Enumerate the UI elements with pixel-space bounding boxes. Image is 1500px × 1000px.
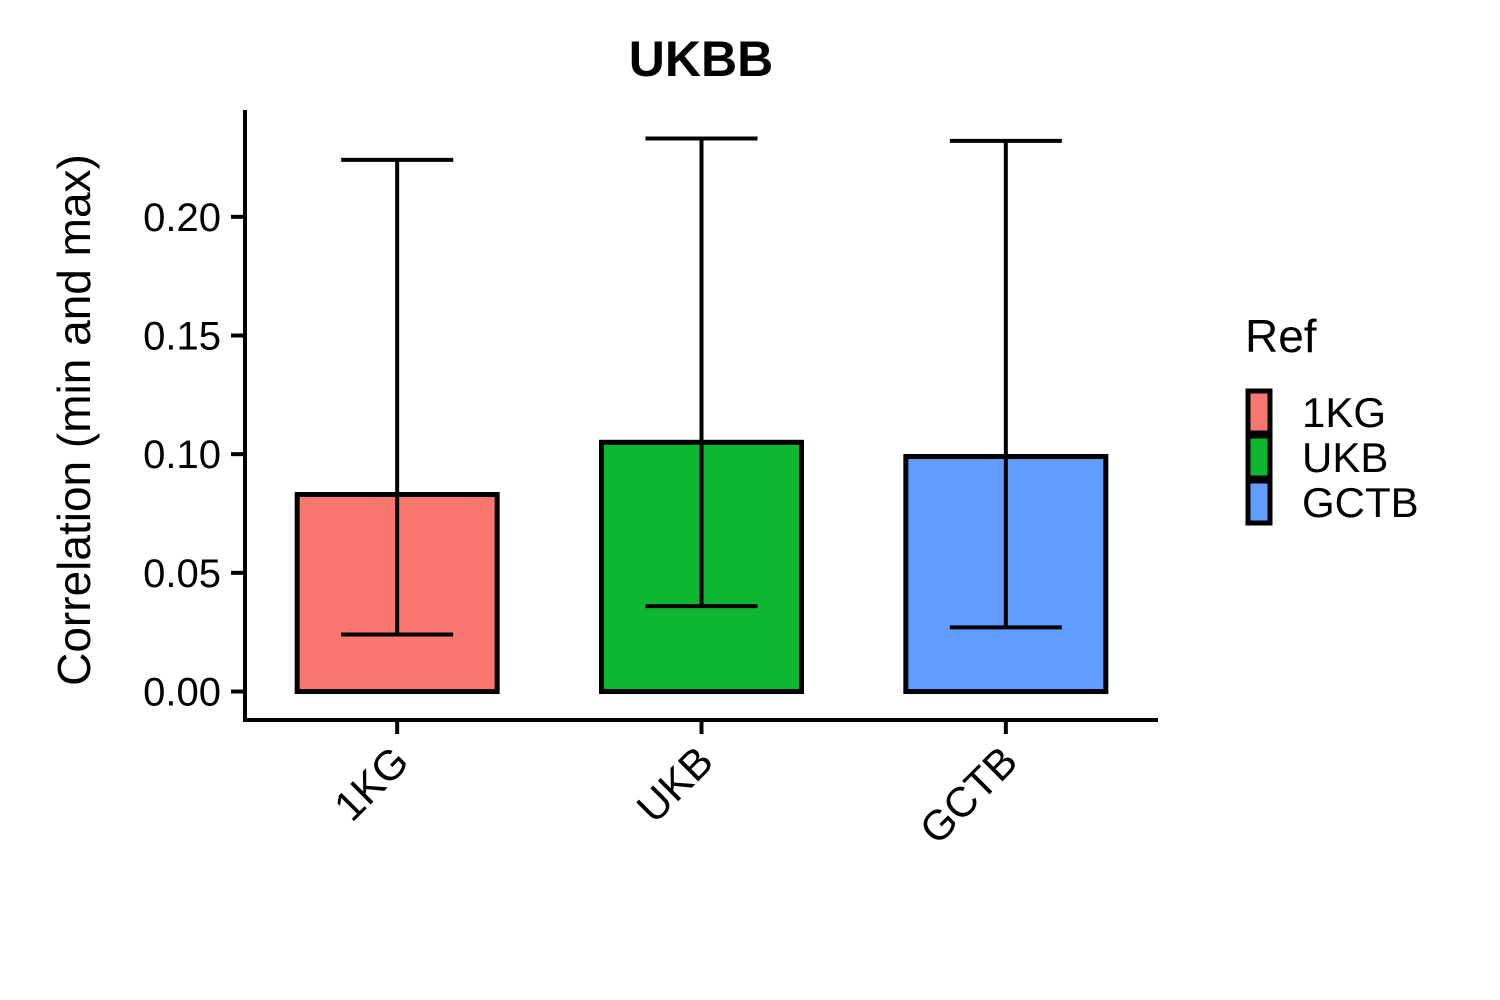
x-tick-label-1kg: 1KG <box>325 737 418 830</box>
legend-key-gctb <box>1245 478 1273 526</box>
y-tick-label: 0.15 <box>143 314 221 358</box>
y-tick-label: 0.20 <box>143 196 221 240</box>
y-tick-label: 0.05 <box>143 552 221 596</box>
legend-title: Ref <box>1245 310 1317 362</box>
legend-label-ukb: UKB <box>1302 434 1388 481</box>
legend-label-1kg: 1KG <box>1302 389 1386 436</box>
legend-label-gctb: GCTB <box>1302 479 1419 526</box>
error-bar-ukb <box>645 136 758 609</box>
x-tick-label-ukb: UKB <box>628 737 722 831</box>
plot-area: 0.00 0.05 0.10 0.15 0.20 1KG UKB GCTB <box>143 110 1158 853</box>
error-bar-gctb <box>949 138 1062 630</box>
chart-title: UKBB <box>629 31 773 87</box>
y-tick-label: 0.10 <box>143 433 221 477</box>
y-axis-label: Correlation (min and max) <box>48 154 100 686</box>
y-tick-label: 0.00 <box>143 671 221 715</box>
error-bar-1kg <box>341 157 454 637</box>
legend-key-1kg <box>1245 388 1273 436</box>
legend-key-ukb <box>1245 433 1273 481</box>
x-tick-label-gctb: GCTB <box>910 737 1026 853</box>
